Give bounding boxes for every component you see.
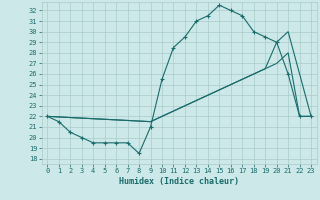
X-axis label: Humidex (Indice chaleur): Humidex (Indice chaleur) [119,177,239,186]
